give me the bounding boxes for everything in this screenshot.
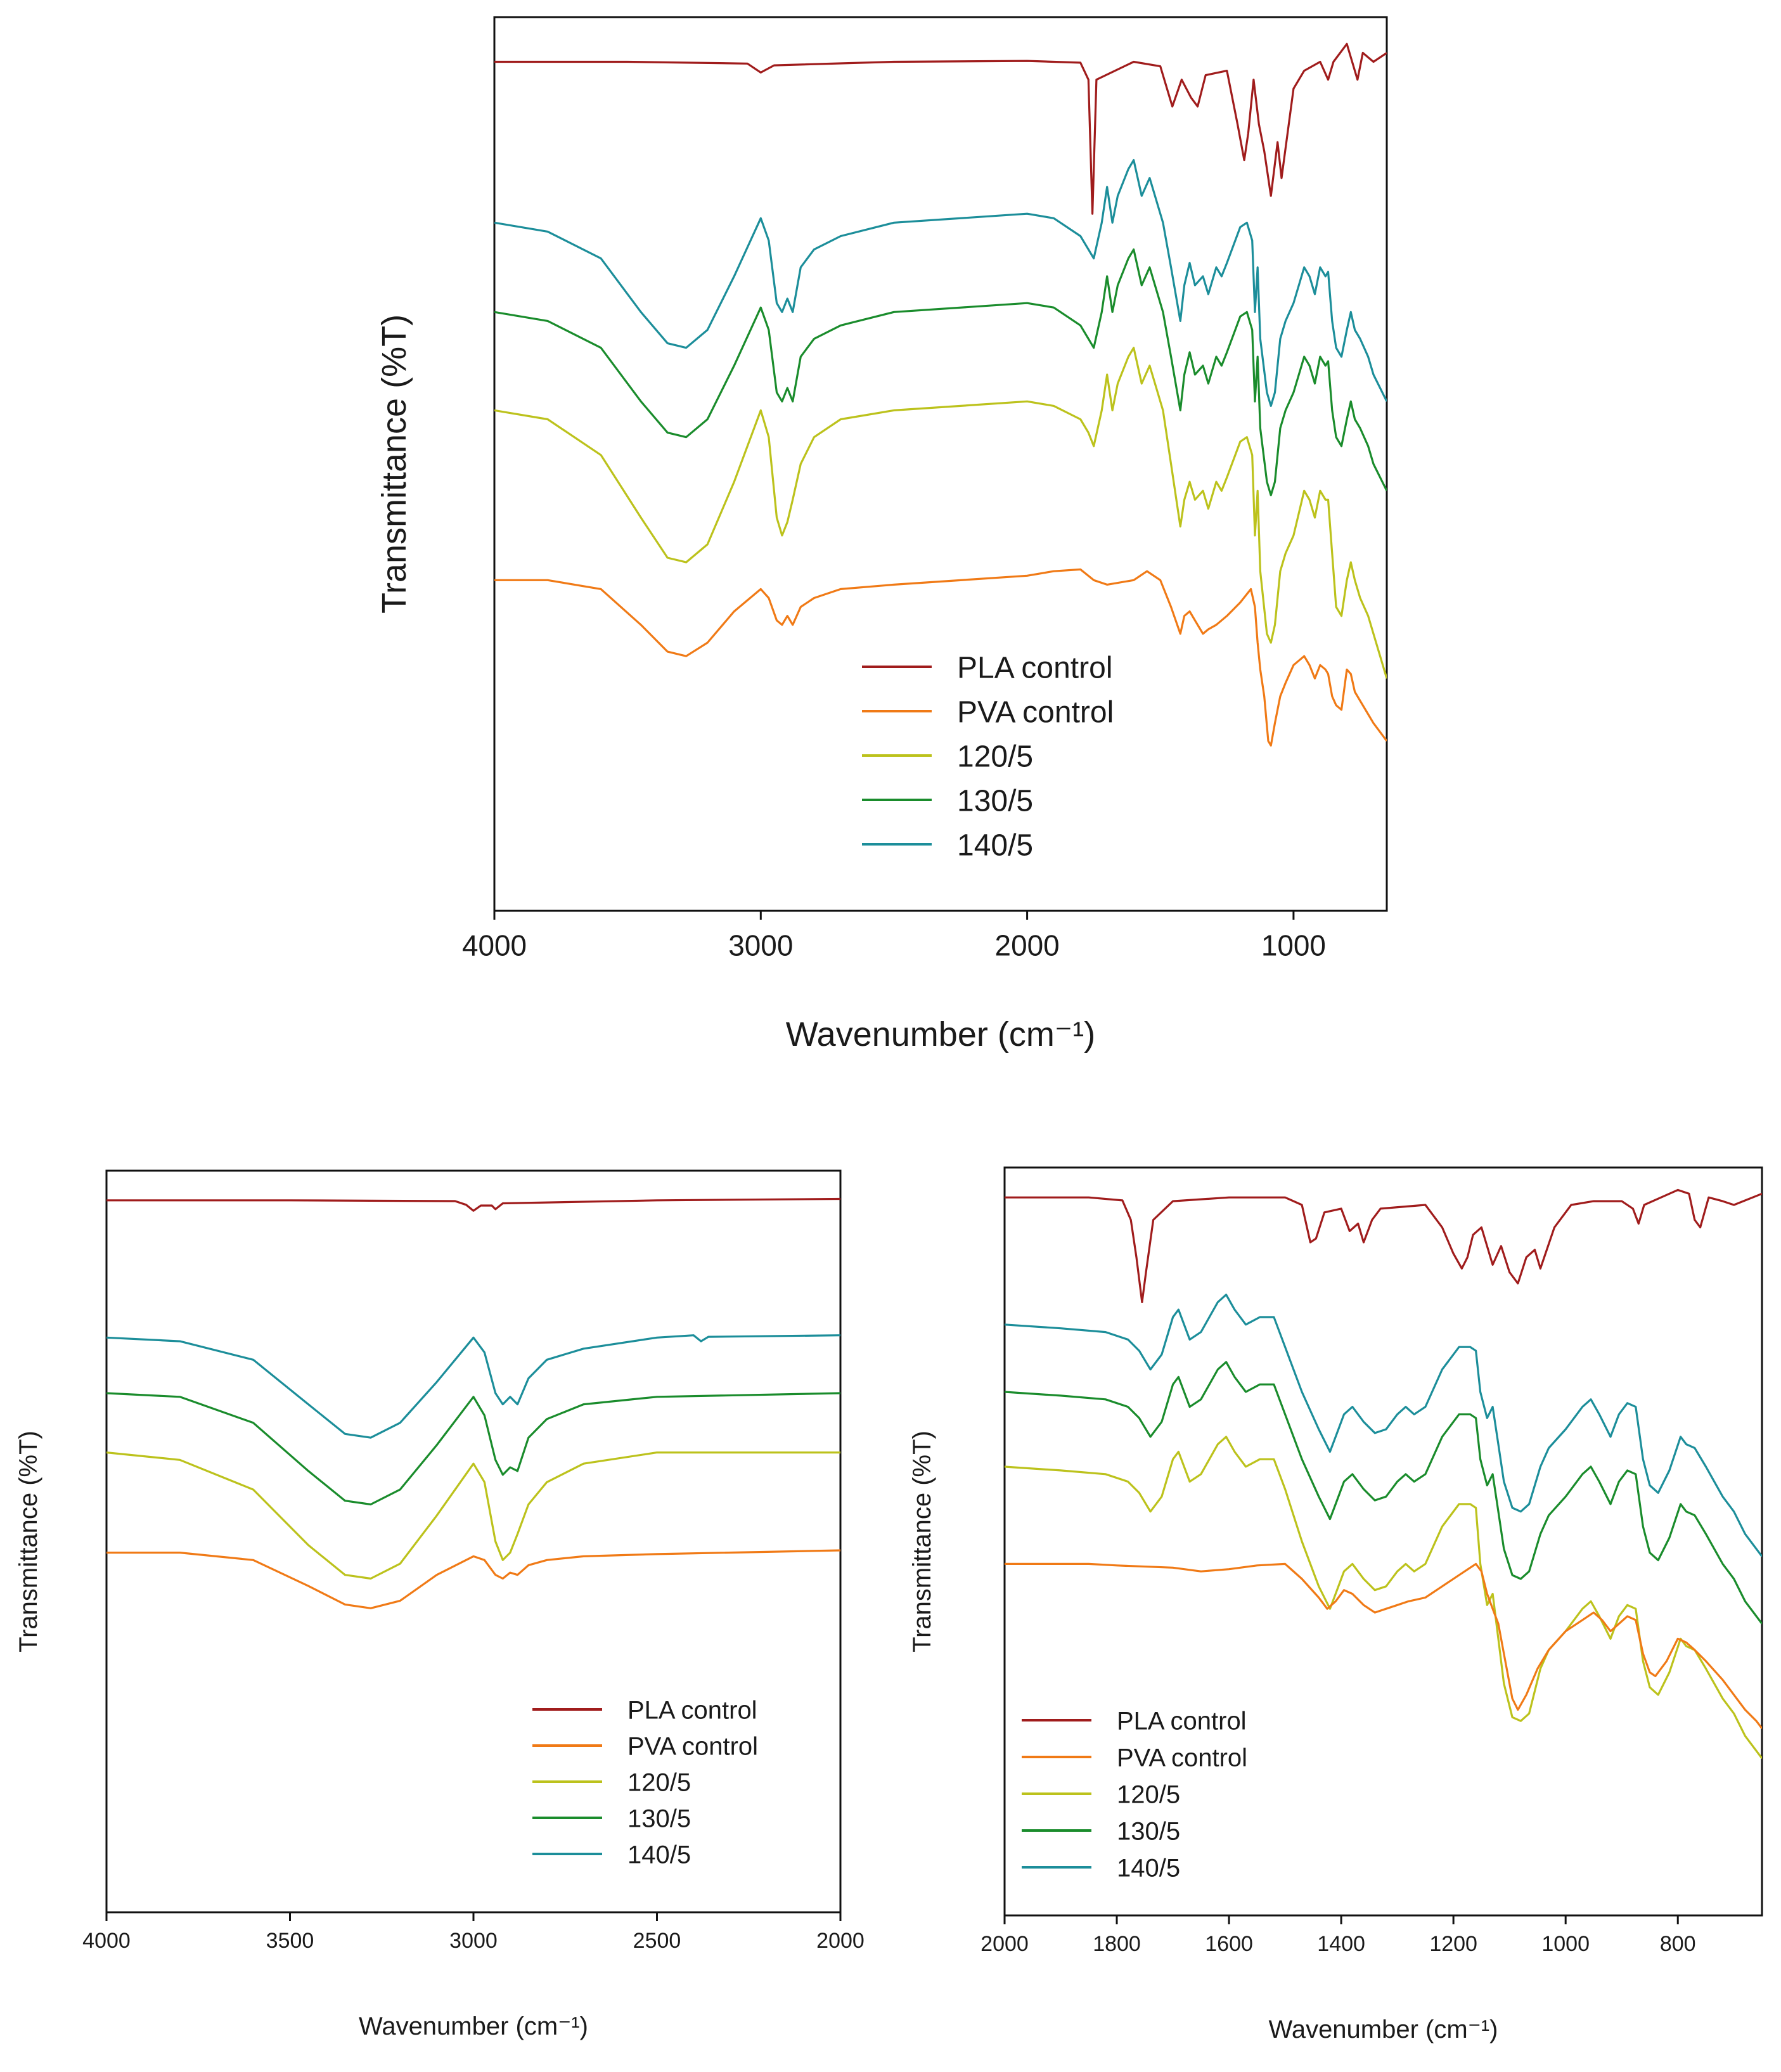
legend-label: 130/5 xyxy=(957,784,1033,818)
x-tick-label: 1000 xyxy=(1541,1932,1590,1956)
series-line-120-5 xyxy=(106,1451,840,1580)
series-line-140-5 xyxy=(494,159,1387,407)
panel-fingerprint: 2000 1800 1600 1400 1200 1000 800 Wavenumber (c… xyxy=(908,1166,1763,2043)
legend-label: 140/5 xyxy=(627,1841,691,1869)
y-axis-label: Transmittance (%T) xyxy=(375,314,413,614)
x-tick-label: 4000 xyxy=(82,1929,131,1953)
series-line-140-5 xyxy=(1005,1294,1762,1557)
legend-label: 120/5 xyxy=(957,740,1033,773)
legend-label: PLA control xyxy=(957,651,1112,685)
legend-label: PVA control xyxy=(957,695,1114,729)
series-line-120-5 xyxy=(1005,1436,1762,1760)
x-axis-label: Wavenumber (cm⁻¹) xyxy=(786,1015,1096,1053)
legend-label: 130/5 xyxy=(1117,1817,1180,1845)
x-tick-label: 1600 xyxy=(1205,1932,1253,1956)
x-tick-label: 2000 xyxy=(981,1932,1029,1956)
plot-frame xyxy=(105,1169,842,1914)
series-line-pla-control xyxy=(106,1197,840,1212)
x-tick-label: 1400 xyxy=(1317,1932,1365,1956)
legend: PLA control PVA control 120/5 130/5 140/5 xyxy=(1022,1707,1247,1882)
x-tick-label: 1000 xyxy=(1261,929,1326,962)
legend-label: 140/5 xyxy=(957,828,1033,862)
x-tick-label: 3000 xyxy=(449,1929,498,1953)
series-line-pla-control xyxy=(1005,1188,1762,1303)
series-line-pva-control xyxy=(106,1549,840,1609)
legend-label: PLA control xyxy=(627,1696,757,1724)
legend-label: 120/5 xyxy=(1117,1780,1180,1808)
x-tick-label: 2000 xyxy=(995,929,1060,962)
series-line-pla-control xyxy=(494,42,1387,215)
x-tick-label: 3000 xyxy=(728,929,793,962)
series-line-120-5 xyxy=(494,347,1387,679)
x-tick-label: 800 xyxy=(1660,1932,1696,1956)
x-tick-label: 2500 xyxy=(633,1929,681,1953)
legend-label: 140/5 xyxy=(1117,1854,1180,1882)
panel-full-spectrum: 4000 3000 2000 1000 Wavenumber (cm⁻¹) Transmi… xyxy=(375,16,1388,1053)
x-axis-label: Wavenumber (cm⁻¹) xyxy=(1269,2016,1498,2043)
series-line-140-5 xyxy=(106,1334,840,1439)
legend-label: PLA control xyxy=(1117,1707,1247,1735)
x-axis-label: Wavenumber (cm⁻¹) xyxy=(359,2012,588,2040)
legend-label: 120/5 xyxy=(627,1768,691,1796)
series-line-pva-control xyxy=(494,568,1387,747)
panel-high-wavenumber: 4000 3500 3000 2500 2000 Wavenumber (cm⁻¹) Tra… xyxy=(15,1169,865,2040)
series-line-130-5 xyxy=(106,1392,840,1506)
legend: PLA control PVA control 120/5 130/5 140/5 xyxy=(862,651,1114,862)
x-tick-label: 1800 xyxy=(1093,1932,1141,1956)
x-tick-label: 3500 xyxy=(266,1929,314,1953)
x-tick-label: 4000 xyxy=(462,929,527,962)
legend-label: 130/5 xyxy=(627,1805,691,1832)
plot-frame xyxy=(1003,1166,1763,1917)
legend-label: PVA control xyxy=(1117,1744,1247,1772)
y-axis-label: Transmittance (%T) xyxy=(15,1431,42,1652)
x-tick-label: 1200 xyxy=(1429,1932,1477,1956)
x-tick-label: 2000 xyxy=(816,1929,865,1953)
legend: PLA control PVA control 120/5 130/5 140/5 xyxy=(532,1696,758,1869)
legend-label: PVA control xyxy=(627,1732,758,1760)
y-axis-label: Transmittance (%T) xyxy=(908,1431,936,1652)
series-line-130-5 xyxy=(1005,1361,1762,1625)
series-line-130-5 xyxy=(494,248,1387,496)
series-line-pva-control xyxy=(1005,1562,1762,1729)
plot-frame xyxy=(493,16,1388,912)
